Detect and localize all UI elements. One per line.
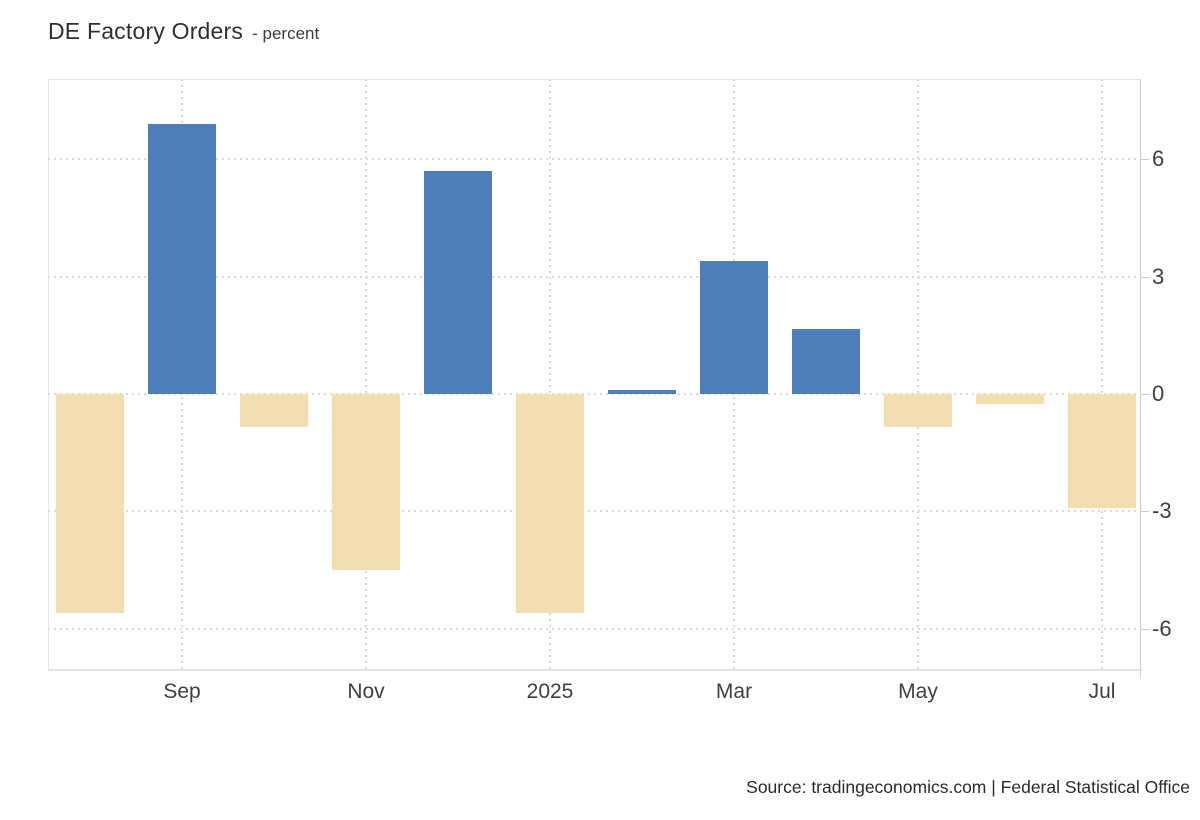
y-axis-line xyxy=(1140,79,1141,678)
v-gridline xyxy=(365,79,367,670)
y-tick-mark xyxy=(1140,394,1149,396)
bar-sep xyxy=(148,124,216,395)
chart-title: DE Factory Orders xyxy=(48,18,244,44)
bar-jan xyxy=(516,394,584,614)
bar-nov xyxy=(332,394,400,571)
bar-jul xyxy=(1068,394,1136,508)
h-gridline xyxy=(48,275,1140,278)
v-gridline xyxy=(1101,79,1103,670)
plot-border-top xyxy=(48,79,1140,80)
bar-jun xyxy=(976,394,1044,404)
bar-mar xyxy=(700,260,768,395)
bar-feb xyxy=(608,390,676,395)
bar-dec xyxy=(424,170,492,395)
bar-oct xyxy=(240,394,308,428)
source-text: Source: tradingeconomics.com | Federal S… xyxy=(746,777,1190,797)
x-axis-tick-label: Nov xyxy=(347,680,385,703)
x-axis-tick-label: May xyxy=(898,680,938,703)
bar-aug xyxy=(56,394,124,614)
plot-border-left xyxy=(48,79,49,670)
y-axis-tick-label: 3 xyxy=(1152,263,1165,289)
v-gridline xyxy=(549,79,551,670)
x-axis-tick-label: Sep xyxy=(163,680,201,703)
h-gridline xyxy=(48,627,1140,630)
y-tick-mark xyxy=(1140,511,1149,513)
y-tick-mark xyxy=(1140,276,1149,278)
y-axis-tick-label: 6 xyxy=(1152,146,1165,172)
y-tick-mark xyxy=(1140,159,1149,161)
bar-apr xyxy=(792,329,860,395)
v-gridline xyxy=(917,79,919,670)
chart-subtitle: - percent xyxy=(252,24,320,43)
y-axis-tick-label: -6 xyxy=(1152,615,1172,641)
y-tick-mark xyxy=(1140,628,1149,630)
h-gridline xyxy=(48,158,1140,161)
y-axis-tick-label: -3 xyxy=(1152,498,1172,524)
x-axis-tick-label: Jul xyxy=(1088,680,1116,703)
chart-header: DE Factory Orders - percent xyxy=(48,18,319,45)
x-axis-tick-label: Mar xyxy=(715,680,753,703)
x-axis-tick-label: 2025 xyxy=(526,680,574,703)
x-axis-line xyxy=(48,669,1142,671)
bar-may xyxy=(884,394,952,428)
h-gridline xyxy=(48,510,1140,513)
y-axis-tick-label: 0 xyxy=(1152,381,1165,407)
h-gridline xyxy=(48,393,1140,396)
